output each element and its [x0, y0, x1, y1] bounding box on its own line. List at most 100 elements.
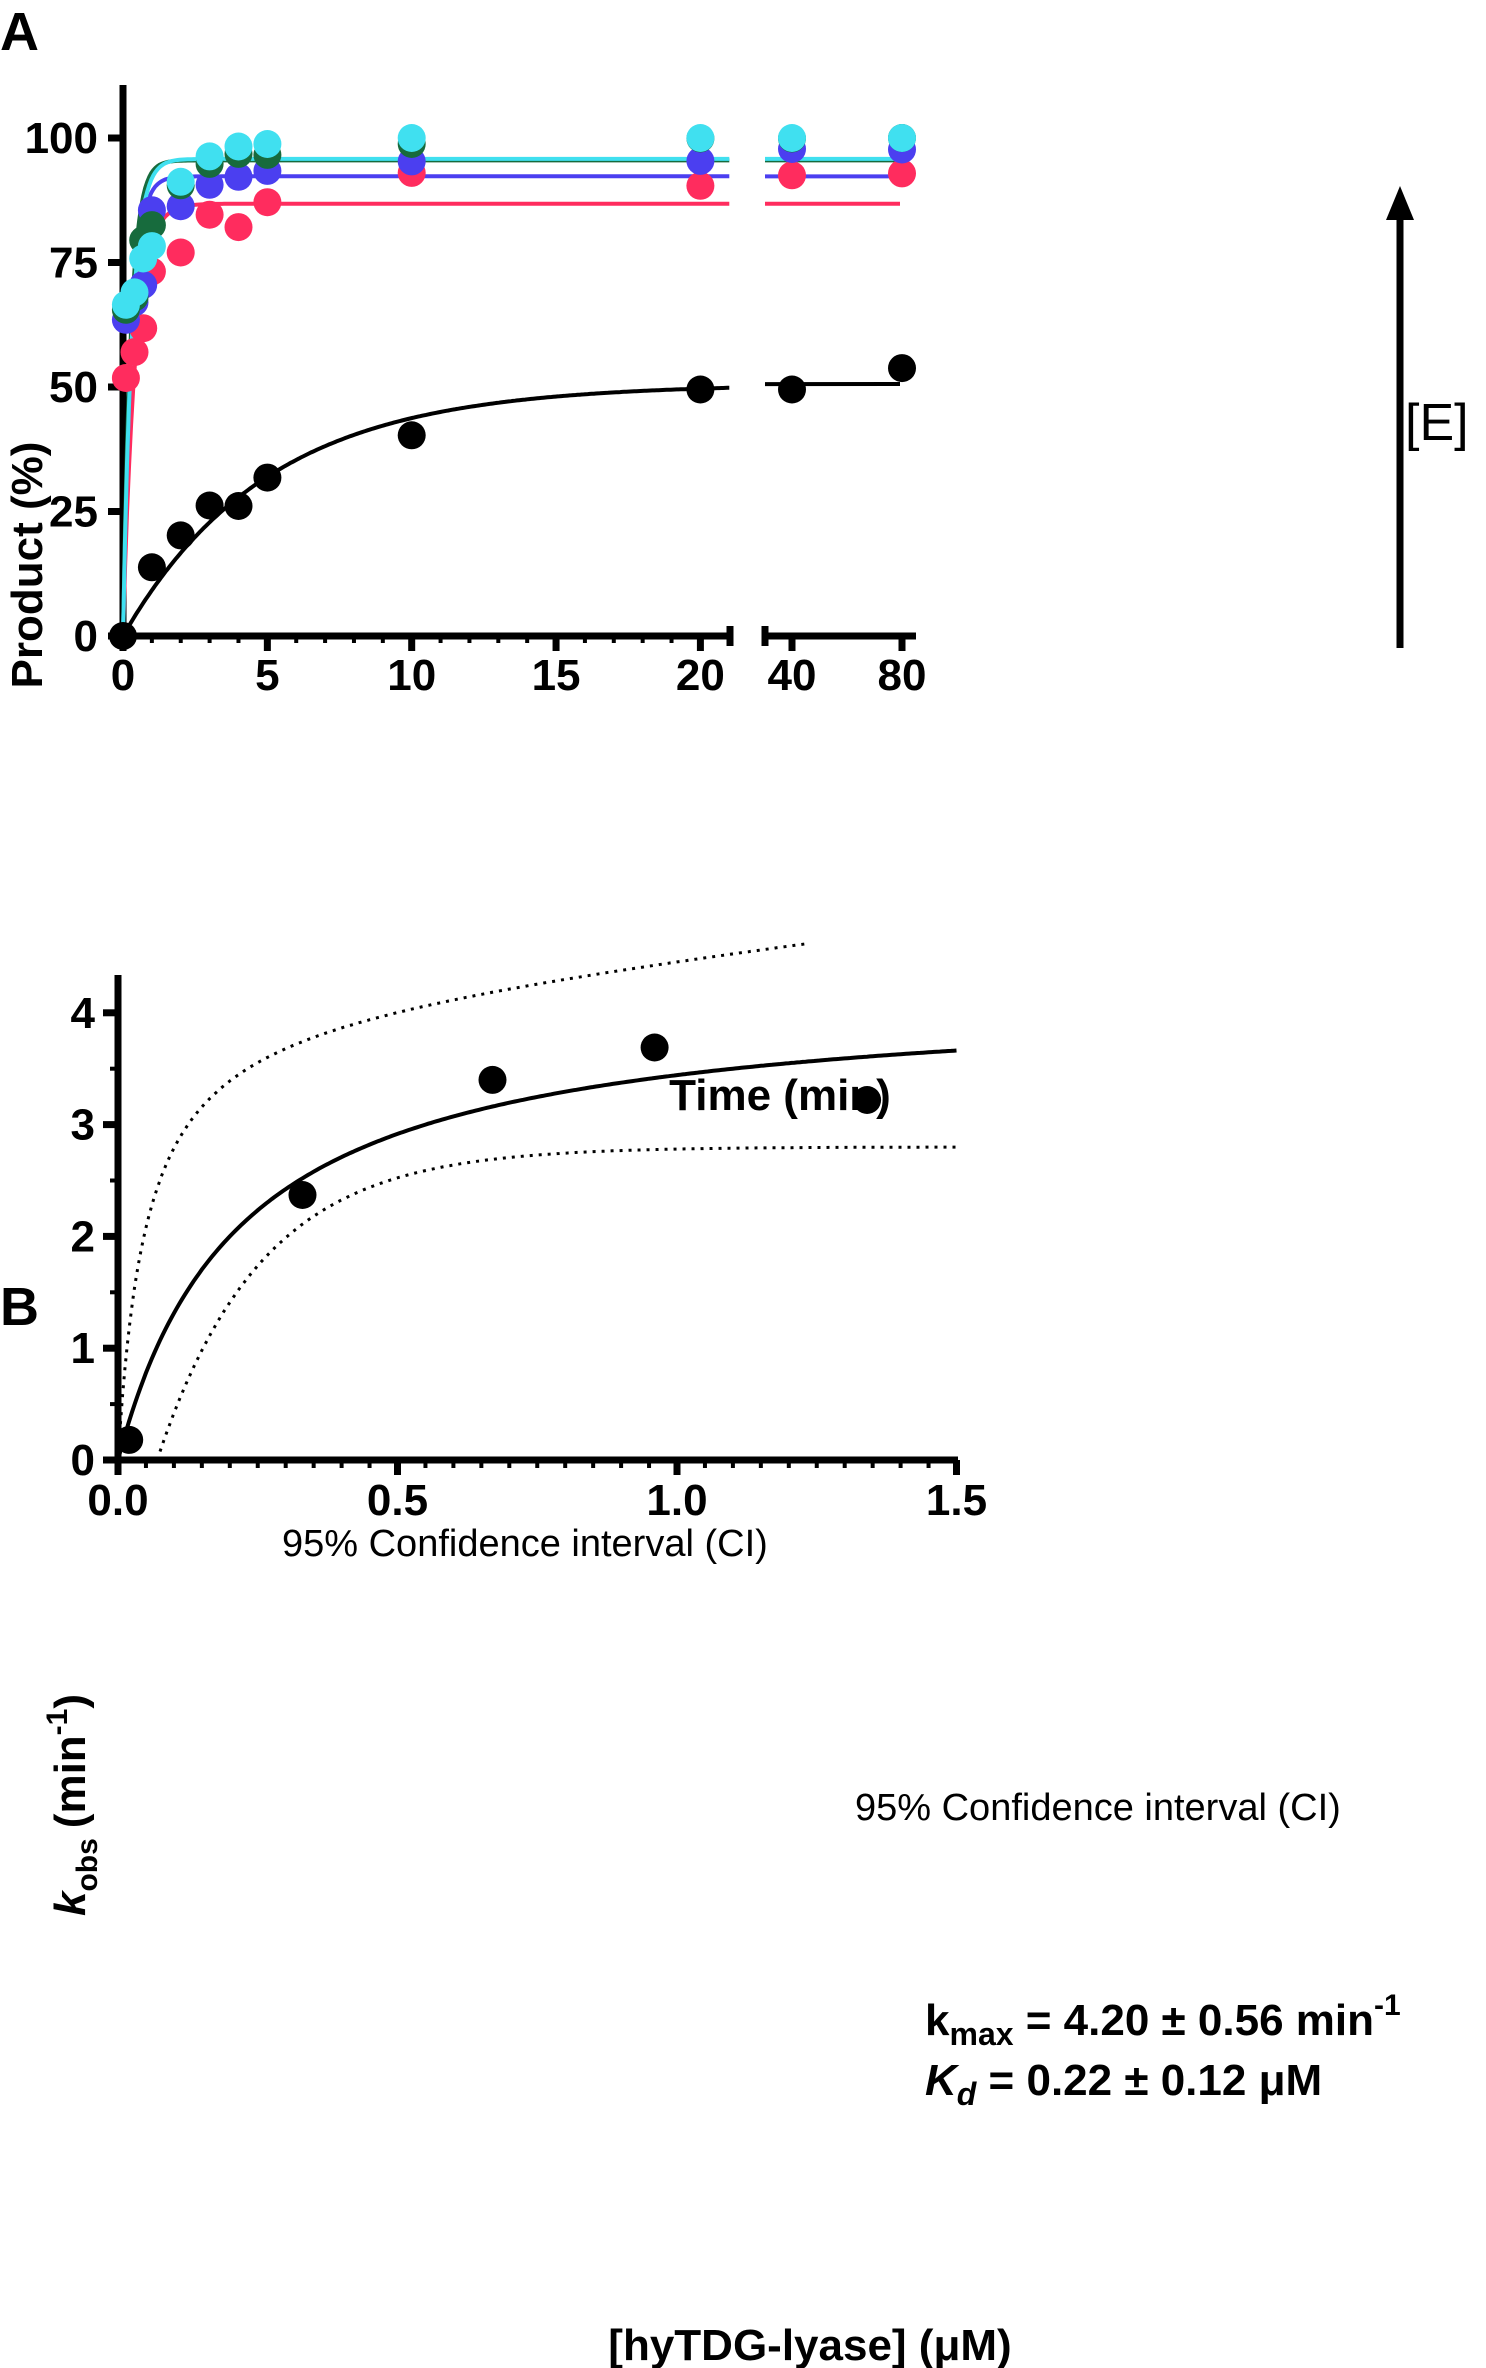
panel-b-x-tick-label: 0.0 [87, 1476, 148, 1525]
ci-upper-label: 95% Confidence interval (CI) [282, 1523, 768, 1565]
panel-a-y-tick-label: 100 [25, 114, 98, 163]
panel-a-data-point [686, 124, 715, 152]
panel-a-y-axis-label: Product (%) [3, 442, 52, 689]
panel-a-data-point [166, 238, 195, 267]
panel-b-data-points [115, 1033, 882, 1454]
panel-b-y-axis-label: kobs (min-1) [41, 1694, 104, 1916]
panel-a-data-point [686, 375, 715, 404]
panel-b-x-tick-label: 0.5 [367, 1476, 428, 1525]
panel-a-data-point [778, 124, 806, 152]
panel-a-x-tick-label: 5 [255, 651, 279, 700]
panel-a-fit-curve [121, 156, 730, 637]
kobs-subscript: obs [71, 1838, 104, 1891]
panel-a-data-point [166, 167, 195, 196]
panel-b-y-tick-label: 1 [71, 1324, 95, 1373]
panel-a-data-point [195, 200, 224, 229]
kd-annotation: Kd = 0.22 ± 0.12 μM [925, 2056, 1322, 2112]
panel-a-data-point [137, 232, 166, 261]
panel-b-ci-upper-curve [116, 942, 806, 1461]
panel-a-data-point [137, 553, 166, 582]
panel-b-y-tick-label: 2 [71, 1212, 95, 1261]
enzyme-concentration-arrow: [E] [1386, 186, 1469, 648]
panel-b-x-tick-label: 1.5 [926, 1476, 987, 1525]
panel-a-y-tick-label: 25 [49, 488, 98, 537]
panel-a-data-point [224, 492, 253, 520]
kmax-annotation: kmax = 4.20 ± 0.56 min-1 [925, 1989, 1401, 2052]
panel-a-data-point [137, 211, 166, 240]
panel-a-data-point [109, 622, 137, 650]
panel-a-data-point [686, 171, 715, 200]
panel-b-data-point [115, 1425, 144, 1454]
panel-a-data-point [224, 132, 253, 161]
panel-a-axes: 0 25 50 75 100 0 5 10 15 20 40 80 [25, 85, 927, 700]
panel-a-data-point [888, 159, 916, 188]
kd-subscript: d [957, 2076, 978, 2112]
panel-b-y-tick-label: 0 [71, 1436, 95, 1485]
kd-symbol: K [925, 2056, 960, 2105]
panel-a-data-point [253, 188, 282, 217]
panel-a-x-tick-label: 20 [676, 651, 725, 700]
panel-a-data-points [109, 124, 916, 650]
kobs-units: (min [46, 1735, 95, 1828]
panel-a-y-tick-label: 50 [49, 363, 98, 412]
panel-a-data-point [686, 146, 715, 175]
kobs-units-close: ) [46, 1694, 95, 1709]
panel-a-data-point [224, 162, 253, 191]
panel-a-data-point [195, 491, 224, 520]
panel-a-data-point [778, 375, 806, 404]
panel-b-fit-curve [116, 1048, 957, 1461]
panel-a-x-tick-label: 80 [878, 651, 927, 700]
panel-b-data-point [478, 1065, 507, 1094]
panel-b-ci-lower-curve [155, 1145, 957, 1461]
panel-a-data-point [397, 421, 426, 450]
panel-a-data-point [397, 124, 426, 152]
panel-b-data-point [853, 1086, 882, 1114]
panel-b-y-tick-label: 4 [71, 989, 96, 1038]
panel-a-data-point [778, 161, 806, 190]
panel-b-data-point [288, 1181, 317, 1209]
panel-b-y-tick-label: 3 [71, 1101, 95, 1150]
panel-b-fit-curves [116, 942, 957, 1461]
panel-label-b: B [0, 1277, 39, 1337]
panel-a-data-point [888, 124, 916, 152]
panel-a-data-point [166, 521, 195, 550]
panel-a-data-point [111, 364, 140, 392]
panel-b-data-point [640, 1033, 669, 1062]
panel-b-x-axis-label: [hyTDG-lyase] (μM) [608, 2321, 1011, 2368]
panel-a-fit-curve [121, 385, 730, 637]
panel-a-y-tick-label: 75 [49, 239, 98, 288]
kmax-value: = 4.20 ± 0.56 min [1014, 1996, 1374, 2045]
kobs-symbol: k [46, 1889, 95, 1916]
kmax-symbol: k [925, 1996, 950, 2045]
panel-a-x-tick-label: 40 [768, 651, 817, 700]
panel-a-data-point [253, 463, 282, 492]
kmax-subscript: max [949, 2016, 1013, 2052]
panel-b-axes: 0 1 2 3 4 0.0 0.5 1.0 1.5 [71, 975, 987, 1525]
enzyme-arrow-label: [E] [1405, 394, 1469, 452]
kd-value: = 0.22 ± 0.12 μM [976, 2056, 1322, 2105]
kobs-units-exponent: -1 [41, 1709, 74, 1736]
ci-lower-label: 95% Confidence interval (CI) [855, 1787, 1341, 1829]
panel-a-x-tick-label: 0 [111, 651, 135, 700]
panel-b-x-tick-label: 1.0 [646, 1476, 707, 1525]
panel-a-data-point [253, 130, 282, 158]
panel-a-fit-curves [121, 156, 901, 637]
panel-a-data-point [888, 354, 916, 383]
panel-a-y-tick-label: 0 [74, 612, 98, 661]
panel-label-a: A [0, 2, 39, 62]
panel-a-data-point [224, 213, 253, 242]
panel-a-x-tick-label: 15 [532, 651, 581, 700]
kmax-exponent: -1 [1374, 1989, 1401, 2022]
panel-a-data-point [195, 170, 224, 199]
panel-a-data-point [195, 142, 224, 171]
panel-a-data-point [120, 278, 149, 307]
panel-a-data-point [166, 192, 195, 221]
panel-a-x-tick-label: 10 [387, 651, 436, 700]
panel-a-fit-curve [121, 158, 730, 637]
panel-a-fit-curve [121, 201, 730, 637]
panel-a-fit-curve [121, 174, 730, 637]
panel-a-data-point [120, 338, 149, 367]
